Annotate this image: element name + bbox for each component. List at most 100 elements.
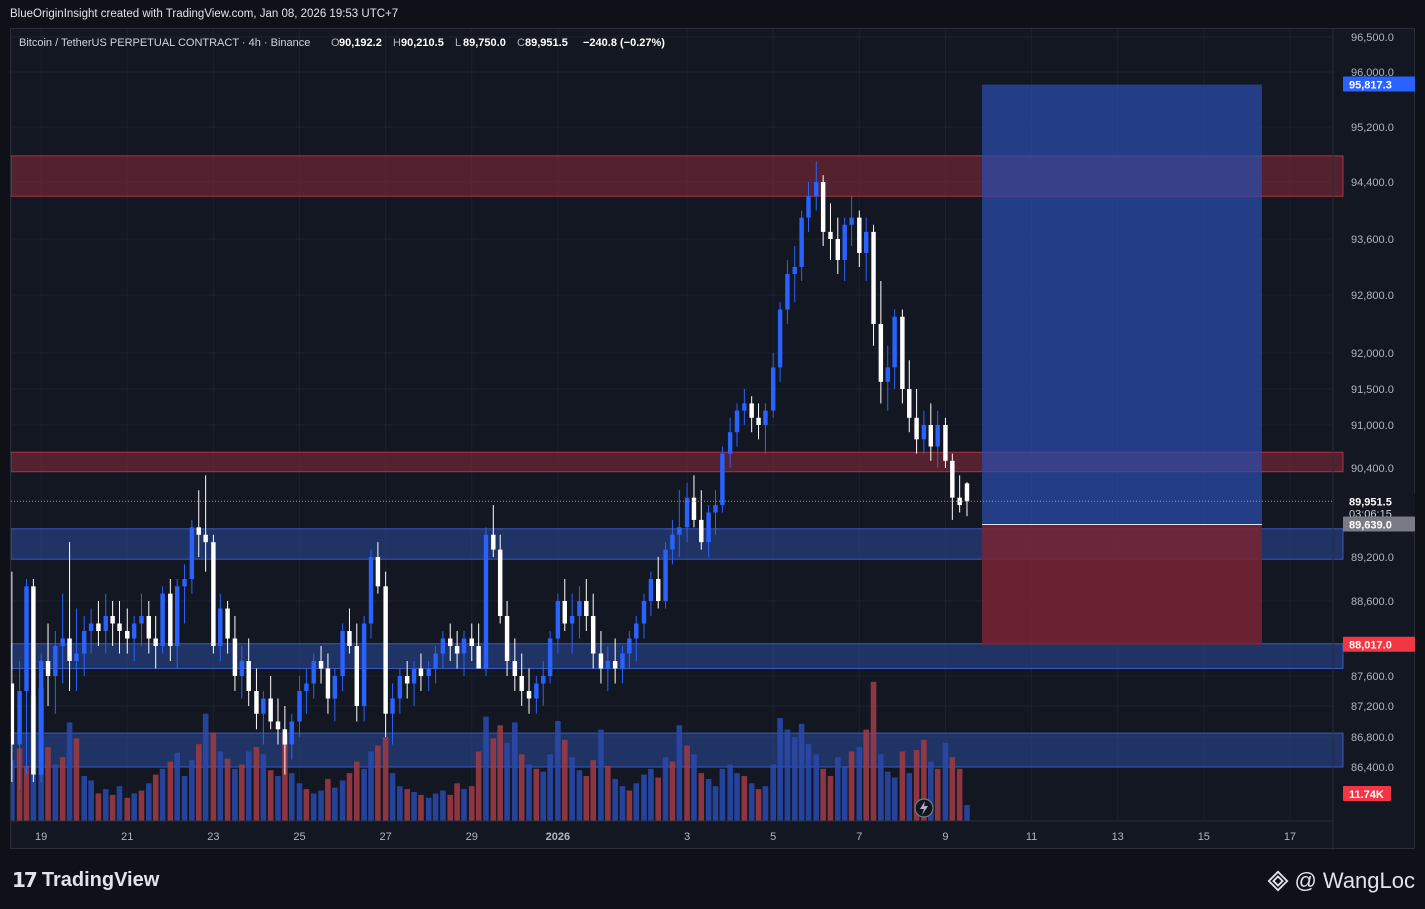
chart-pane[interactable]: 96,500.0 96,000.0 95,200.0 94,400.0 93,600.0…	[10, 28, 1416, 850]
candle-body[interactable]	[203, 534, 208, 543]
candle-body[interactable]	[153, 638, 158, 647]
candle-body[interactable]	[60, 638, 65, 647]
candle-body[interactable]	[756, 417, 761, 425]
price-label-box-3[interactable]	[1343, 636, 1415, 652]
candle-body[interactable]	[146, 616, 152, 639]
candle-body[interactable]	[900, 316, 905, 389]
candle-body[interactable]	[878, 324, 884, 382]
candle-body[interactable]	[476, 646, 481, 669]
candle-body[interactable]	[928, 425, 934, 447]
candle-body[interactable]	[368, 557, 374, 624]
candle-body[interactable]	[504, 616, 510, 661]
candle-body[interactable]	[849, 217, 854, 225]
candle-body[interactable]	[526, 691, 532, 699]
candle-body[interactable]	[620, 653, 625, 669]
candle-body[interactable]	[304, 683, 309, 692]
candle-body[interactable]	[914, 417, 919, 440]
candle-body[interactable]	[534, 683, 539, 699]
candle-body[interactable]	[361, 623, 367, 707]
candle-body[interactable]	[921, 425, 927, 440]
candle-body[interactable]	[634, 623, 639, 639]
candle-body[interactable]	[275, 721, 281, 730]
candle-body[interactable]	[426, 668, 431, 677]
candle-body[interactable]	[785, 274, 790, 310]
position-stop-zone[interactable]	[982, 524, 1262, 645]
candle-body[interactable]	[211, 542, 216, 646]
candle-body[interactable]	[713, 505, 718, 513]
candle-body[interactable]	[254, 691, 259, 714]
candle-body[interactable]	[340, 631, 345, 676]
candle-body[interactable]	[612, 661, 618, 669]
symbol-legend[interactable]: Bitcoin / TetherUS PERPETUAL CONTRACT · …	[19, 37, 310, 49]
candle-body[interactable]	[318, 661, 324, 669]
candle-body[interactable]	[885, 367, 890, 382]
candle-body[interactable]	[547, 638, 553, 677]
candle-body[interactable]	[663, 549, 668, 601]
candle-body[interactable]	[892, 316, 897, 368]
candle-body[interactable]	[189, 527, 195, 579]
candle-body[interactable]	[770, 367, 776, 411]
candle-body[interactable]	[17, 691, 22, 745]
candle-body[interactable]	[857, 217, 862, 253]
candle-body[interactable]	[196, 527, 201, 535]
candle-body[interactable]	[139, 616, 144, 624]
candle-body[interactable]	[448, 638, 453, 647]
candle-body[interactable]	[727, 432, 733, 454]
candle-body[interactable]	[497, 549, 503, 616]
candle-body[interactable]	[734, 410, 740, 433]
candle-body[interactable]	[160, 593, 165, 646]
candle-body[interactable]	[648, 579, 654, 601]
price-label-box-2[interactable]	[1343, 516, 1415, 532]
candle-body[interactable]	[964, 483, 970, 502]
price-label-box-1[interactable]	[1343, 493, 1415, 520]
candle-body[interactable]	[182, 579, 187, 587]
candle-body[interactable]	[806, 196, 811, 218]
candle-body[interactable]	[125, 631, 130, 639]
candle-body[interactable]	[347, 631, 352, 646]
candle-body[interactable]	[590, 616, 596, 654]
candle-body[interactable]	[418, 668, 424, 677]
candle-body[interactable]	[469, 638, 474, 647]
candle-body[interactable]	[656, 579, 661, 601]
candle-body[interactable]	[799, 217, 804, 267]
candle-body[interactable]	[627, 638, 632, 654]
candle-body[interactable]	[699, 519, 704, 543]
candle-body[interactable]	[684, 497, 690, 528]
volume-label-box[interactable]	[1343, 786, 1391, 801]
candle-body[interactable]	[131, 623, 137, 639]
candle-body[interactable]	[598, 653, 604, 669]
candle-body[interactable]	[512, 661, 518, 676]
candle-body[interactable]	[218, 608, 223, 647]
candle-body[interactable]	[404, 676, 410, 684]
price-label-box-0[interactable]	[1343, 76, 1415, 92]
candle-body[interactable]	[375, 557, 381, 587]
candle-body[interactable]	[239, 661, 245, 676]
candle-body[interactable]	[720, 453, 725, 506]
candle-body[interactable]	[792, 267, 797, 274]
candle-body[interactable]	[541, 676, 546, 684]
candle-body[interactable]	[31, 586, 36, 775]
candle-body[interactable]	[282, 729, 288, 745]
zone-support-3[interactable]	[11, 643, 1344, 669]
candle-body[interactable]	[268, 698, 273, 722]
price-chart[interactable]: 96,500.0 96,000.0 95,200.0 94,400.0 93,600.0…	[11, 29, 1416, 850]
candle-body[interactable]	[483, 534, 489, 669]
candle-body[interactable]	[935, 425, 940, 447]
candle-body[interactable]	[777, 309, 783, 368]
candle-body[interactable]	[81, 631, 87, 654]
candle-body[interactable]	[397, 676, 403, 699]
candle-body[interactable]	[828, 231, 833, 239]
candle-body[interactable]	[67, 638, 72, 662]
candle-body[interactable]	[584, 601, 589, 616]
position-target-zone[interactable]	[982, 84, 1262, 525]
candle-body[interactable]	[110, 616, 115, 624]
candle-body[interactable]	[461, 638, 467, 654]
candle-body[interactable]	[168, 593, 173, 646]
candle-body[interactable]	[742, 403, 747, 411]
candle-body[interactable]	[38, 661, 44, 775]
candle-body[interactable]	[24, 586, 29, 691]
candle-body[interactable]	[11, 683, 15, 745]
candle-body[interactable]	[670, 534, 675, 550]
candle-body[interactable]	[907, 389, 912, 418]
candle-body[interactable]	[820, 182, 826, 232]
